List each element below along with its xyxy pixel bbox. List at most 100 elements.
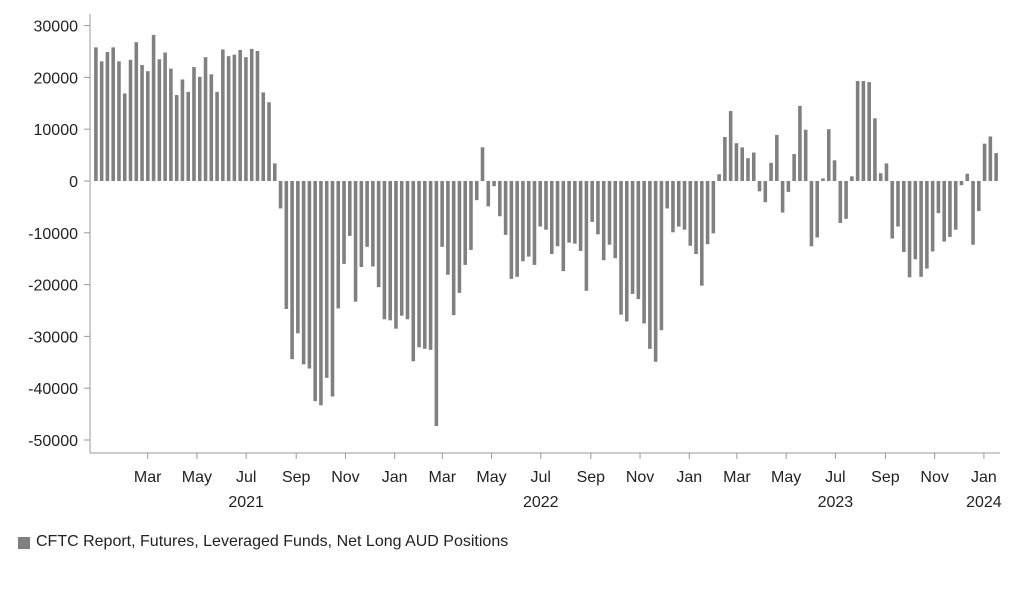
y-tick-label: -10000 xyxy=(28,226,78,243)
legend-swatch xyxy=(18,537,30,549)
bar xyxy=(151,34,156,181)
bar xyxy=(371,181,375,267)
x-tick-label: Sep xyxy=(577,469,606,486)
bar xyxy=(446,181,450,275)
x-tick-label: Mar xyxy=(134,469,162,486)
x-tick-label: Mar xyxy=(723,469,751,486)
bar xyxy=(838,181,843,223)
bar xyxy=(555,181,560,247)
bar xyxy=(861,81,866,181)
bar xyxy=(850,176,854,181)
bar xyxy=(180,79,185,181)
bar xyxy=(463,181,467,265)
bar xyxy=(826,129,831,181)
bar xyxy=(809,181,814,247)
bar xyxy=(307,181,312,369)
bar xyxy=(896,181,900,227)
bar xyxy=(965,173,970,181)
bar xyxy=(342,181,346,264)
bar xyxy=(94,47,98,181)
y-tick-label: -20000 xyxy=(28,278,78,295)
x-tick-label: Sep xyxy=(282,469,311,486)
x-tick-label: Sep xyxy=(871,469,900,486)
bar xyxy=(526,181,531,257)
bar xyxy=(723,136,727,181)
bar xyxy=(290,181,294,360)
bar xyxy=(590,181,594,222)
bar xyxy=(348,181,352,236)
bar xyxy=(405,181,410,320)
bar xyxy=(977,181,981,212)
bar xyxy=(671,181,675,233)
bar xyxy=(596,181,600,235)
bar xyxy=(134,42,139,182)
bar xyxy=(642,181,646,324)
bar xyxy=(734,143,739,181)
bar xyxy=(942,181,946,242)
bar xyxy=(186,91,191,181)
legend-label: CFTC Report, Futures, Leveraged Funds, N… xyxy=(36,533,509,550)
bar xyxy=(971,181,975,245)
bar xyxy=(578,181,583,251)
bar xyxy=(336,181,341,309)
y-tick-label: 10000 xyxy=(34,122,79,139)
bar xyxy=(428,181,433,350)
bar xyxy=(521,181,525,262)
x-tick-label: Nov xyxy=(920,469,948,486)
bar xyxy=(232,54,237,181)
bar xyxy=(549,181,554,255)
bar xyxy=(573,181,577,244)
bar xyxy=(630,181,635,294)
bar xyxy=(792,154,796,181)
bar xyxy=(740,147,744,181)
bar xyxy=(953,181,958,230)
bar xyxy=(434,181,439,427)
bar xyxy=(376,181,381,288)
bar xyxy=(780,181,785,213)
bar xyxy=(700,181,704,286)
bar xyxy=(676,181,681,227)
bar xyxy=(665,181,669,209)
bar xyxy=(203,57,208,182)
x-tick-label: Jan xyxy=(676,469,702,486)
bar xyxy=(498,181,502,217)
x-tick-label: Jul xyxy=(531,469,551,486)
bar xyxy=(399,181,404,316)
bar xyxy=(313,181,317,402)
y-tick-label: 20000 xyxy=(34,70,79,87)
x-tick-label: Jul xyxy=(825,469,845,486)
y-tick-label: 0 xyxy=(69,174,78,191)
bar xyxy=(711,181,716,234)
bar xyxy=(538,181,543,227)
bar xyxy=(844,181,848,219)
bar xyxy=(451,181,456,316)
bar xyxy=(613,181,618,259)
bar xyxy=(284,181,289,309)
bar xyxy=(192,67,196,181)
bar xyxy=(907,181,912,278)
legend: CFTC Report, Futures, Leveraged Funds, N… xyxy=(18,532,516,552)
bar xyxy=(128,59,133,181)
bar xyxy=(988,136,993,181)
bar xyxy=(619,181,623,315)
bar xyxy=(411,181,416,362)
bar xyxy=(682,181,687,230)
bar xyxy=(122,93,127,181)
bar xyxy=(607,181,612,245)
bar xyxy=(157,59,162,181)
bar xyxy=(492,181,496,187)
bar xyxy=(474,181,479,201)
x-year-label: 2022 xyxy=(523,494,559,511)
bar xyxy=(509,181,514,279)
x-tick-label: May xyxy=(771,469,801,486)
bar xyxy=(169,68,173,181)
bar xyxy=(659,181,664,331)
bar xyxy=(255,50,260,182)
bar xyxy=(503,181,508,235)
bar xyxy=(867,82,871,181)
bar xyxy=(653,181,658,362)
bar xyxy=(140,64,144,181)
bar xyxy=(238,49,242,182)
x-tick-label: Nov xyxy=(626,469,654,486)
bar xyxy=(301,181,306,365)
